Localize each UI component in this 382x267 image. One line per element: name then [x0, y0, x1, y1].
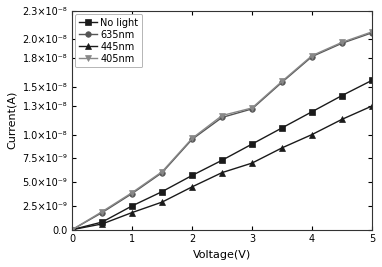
- Y-axis label: Current(A): Current(A): [7, 91, 17, 150]
- 405nm: [340, 41, 344, 44]
- 445nm: [340, 118, 344, 121]
- 635nm: [160, 171, 164, 174]
- 445nm: [250, 162, 254, 165]
- 405nm: [160, 170, 164, 173]
- No light: [220, 159, 224, 162]
- 635nm: [70, 228, 74, 231]
- No light: [280, 126, 284, 129]
- 405nm: [250, 106, 254, 109]
- 635nm: [100, 211, 105, 214]
- 635nm: [130, 192, 134, 195]
- 635nm: [370, 31, 374, 34]
- 405nm: [100, 210, 105, 213]
- 445nm: [160, 201, 164, 204]
- 445nm: [190, 185, 194, 189]
- Legend: No light, 635nm, 445nm, 405nm: No light, 635nm, 445nm, 405nm: [75, 14, 142, 68]
- 405nm: [310, 54, 314, 57]
- Line: No light: No light: [70, 78, 375, 232]
- 445nm: [370, 104, 374, 108]
- 445nm: [220, 171, 224, 174]
- 635nm: [220, 116, 224, 119]
- No light: [340, 94, 344, 97]
- 445nm: [310, 133, 314, 136]
- 405nm: [190, 137, 194, 140]
- No light: [100, 221, 105, 224]
- 445nm: [280, 146, 284, 150]
- No light: [370, 79, 374, 82]
- 405nm: [280, 80, 284, 83]
- 635nm: [250, 107, 254, 111]
- Line: 405nm: 405nm: [70, 29, 375, 232]
- 445nm: [130, 211, 134, 214]
- Line: 635nm: 635nm: [70, 30, 375, 232]
- No light: [310, 110, 314, 113]
- X-axis label: Voltage(V): Voltage(V): [193, 250, 251, 260]
- 635nm: [310, 55, 314, 58]
- 405nm: [130, 191, 134, 194]
- 635nm: [280, 81, 284, 84]
- No light: [190, 174, 194, 177]
- 405nm: [70, 228, 74, 231]
- Line: 445nm: 445nm: [70, 103, 375, 232]
- 635nm: [190, 138, 194, 141]
- No light: [250, 143, 254, 146]
- No light: [70, 228, 74, 231]
- 405nm: [220, 114, 224, 117]
- No light: [160, 190, 164, 193]
- No light: [130, 204, 134, 207]
- 445nm: [70, 228, 74, 231]
- 405nm: [370, 30, 374, 33]
- 445nm: [100, 222, 105, 226]
- 635nm: [340, 42, 344, 45]
